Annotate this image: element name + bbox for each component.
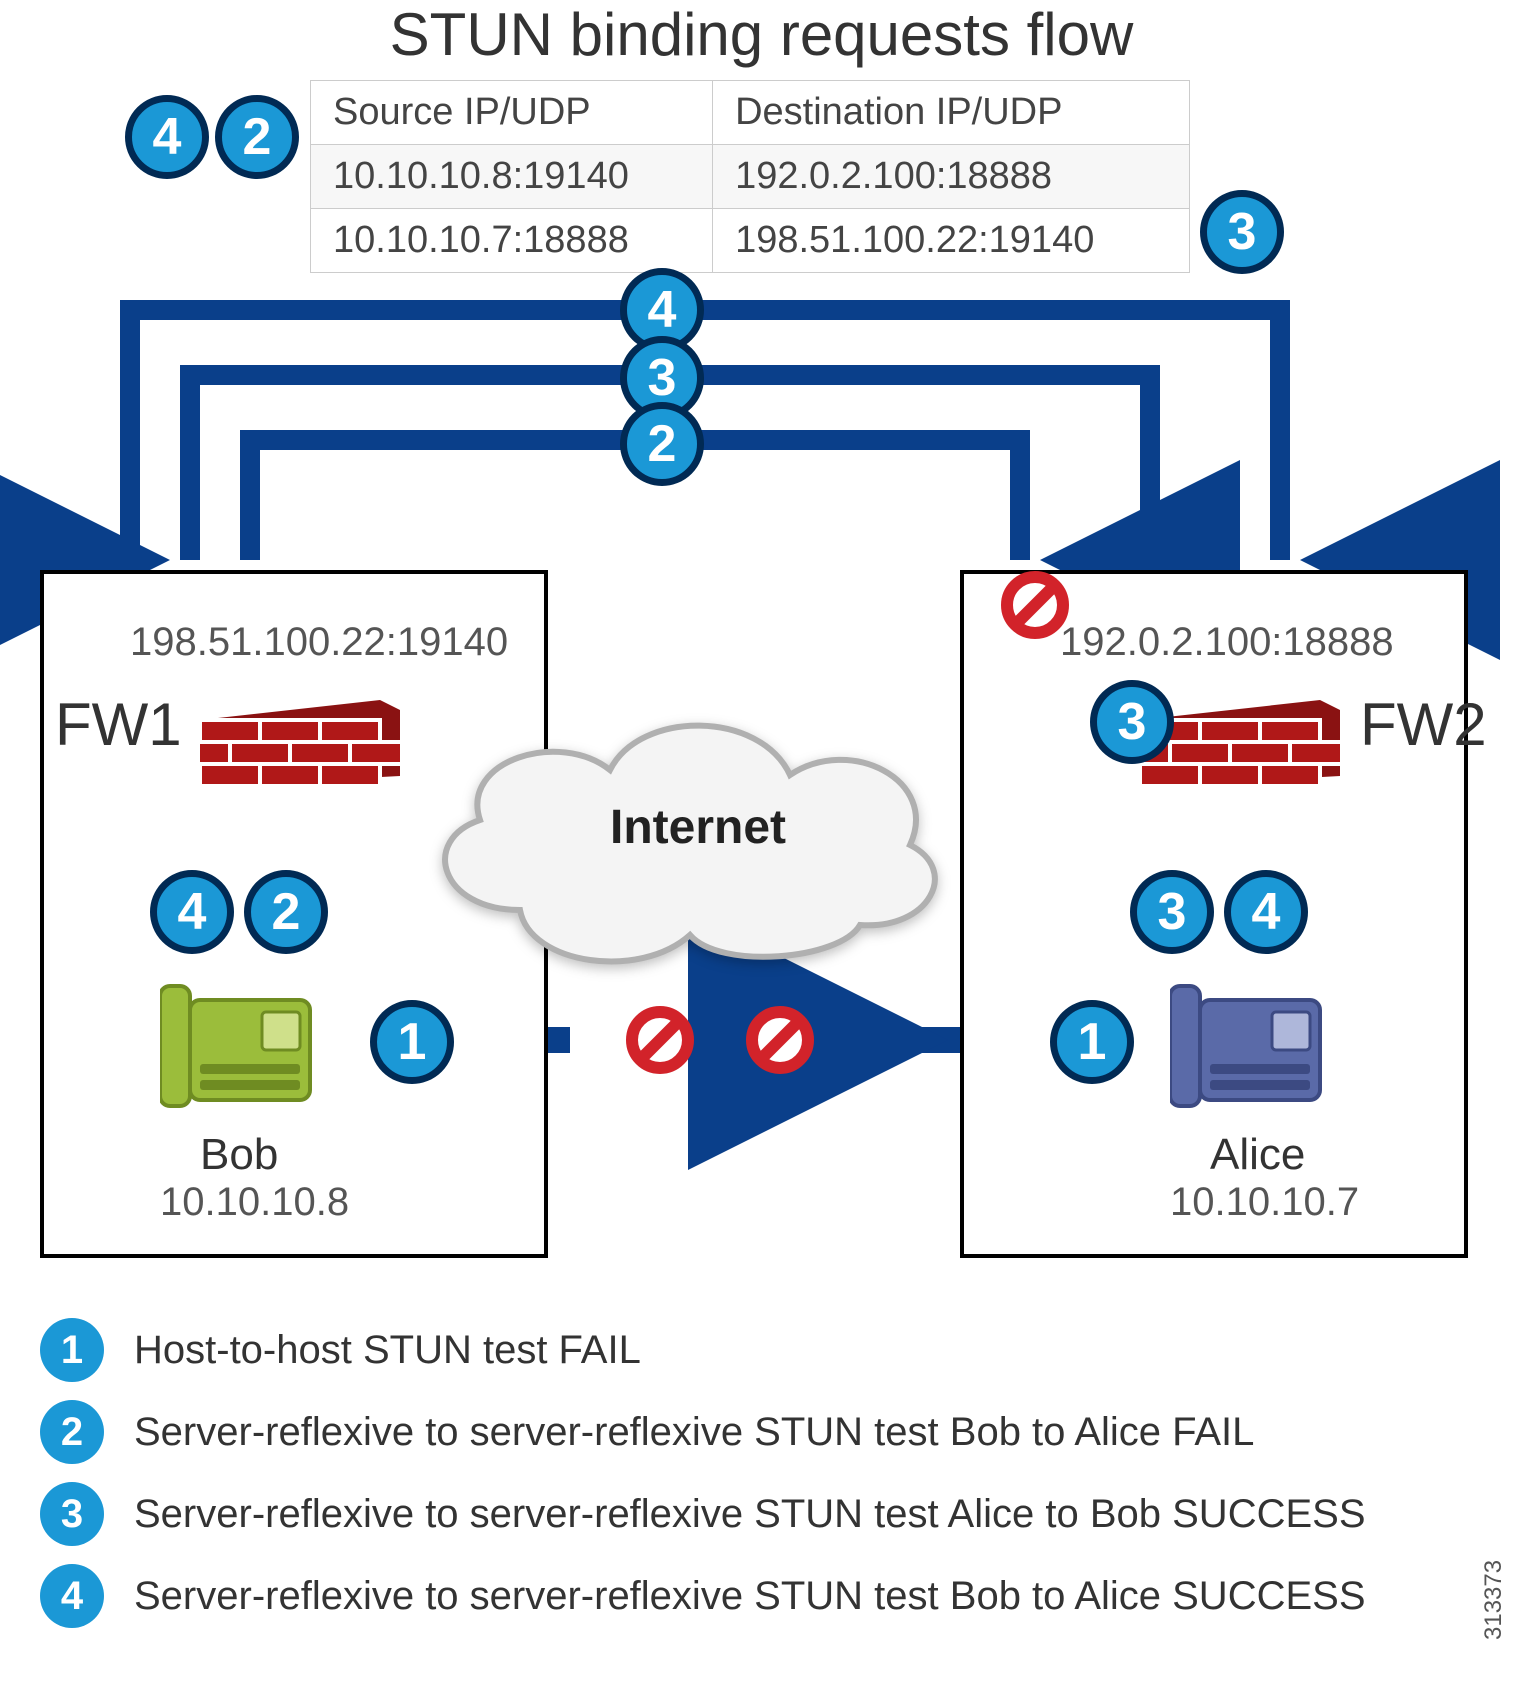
legend-badge: 2 (40, 1400, 104, 1464)
alice-name: Alice (1210, 1130, 1305, 1180)
legend-row: 3 Server-reflexive to server-reflexive ST… (40, 1482, 1440, 1546)
fw2-badge-3: 3 (1130, 870, 1214, 954)
legend-row: 4 Server-reflexive to server-reflexive ST… (40, 1564, 1440, 1628)
fw1-public-addr: 198.51.100.22:19140 (130, 620, 508, 665)
legend-badge: 4 (40, 1564, 104, 1628)
phone-icon (160, 980, 330, 1120)
fw2-extra-badge-3: 3 (1090, 680, 1174, 764)
fw2-public-addr: 192.0.2.100:18888 (1060, 620, 1394, 665)
bob-name: Bob (200, 1130, 278, 1180)
firewall-icon (200, 700, 400, 786)
fw2-label: FW2 (1360, 690, 1487, 759)
figure-id: 313373 (1480, 1560, 1508, 1640)
legend: 1 Host-to-host STUN test FAIL 2 Server-ref… (40, 1300, 1440, 1646)
flow-badge-2: 2 (620, 402, 704, 486)
legend-text: Server-reflexive to server-reflexive STU… (134, 1574, 1366, 1619)
legend-text: Server-reflexive to server-reflexive STU… (134, 1492, 1366, 1537)
prohibit-icon (1000, 570, 1070, 640)
legend-row: 2 Server-reflexive to server-reflexive ST… (40, 1400, 1440, 1464)
legend-text: Server-reflexive to server-reflexive STU… (134, 1410, 1254, 1455)
fw2-badge-4: 4 (1224, 870, 1308, 954)
cloud-label: Internet (610, 800, 786, 855)
prohibit-icon (745, 1005, 815, 1075)
prohibit-icon (625, 1005, 695, 1075)
alice-ip: 10.10.10.7 (1170, 1180, 1359, 1225)
legend-badge: 3 (40, 1482, 104, 1546)
legend-badge: 1 (40, 1318, 104, 1382)
bob-ip: 10.10.10.8 (160, 1180, 349, 1225)
host-badge-right: 1 (1050, 1000, 1134, 1084)
host-badge-left: 1 (370, 1000, 454, 1084)
phone-icon (1170, 980, 1340, 1120)
legend-row: 1 Host-to-host STUN test FAIL (40, 1318, 1440, 1382)
fw1-badge-2: 2 (244, 870, 328, 954)
diagram-root: STUN binding requests flow Source IP/UDP… (0, 0, 1523, 1694)
fw1-badge-4: 4 (150, 870, 234, 954)
fw1-label: FW1 (55, 690, 182, 759)
legend-text: Host-to-host STUN test FAIL (134, 1328, 641, 1373)
